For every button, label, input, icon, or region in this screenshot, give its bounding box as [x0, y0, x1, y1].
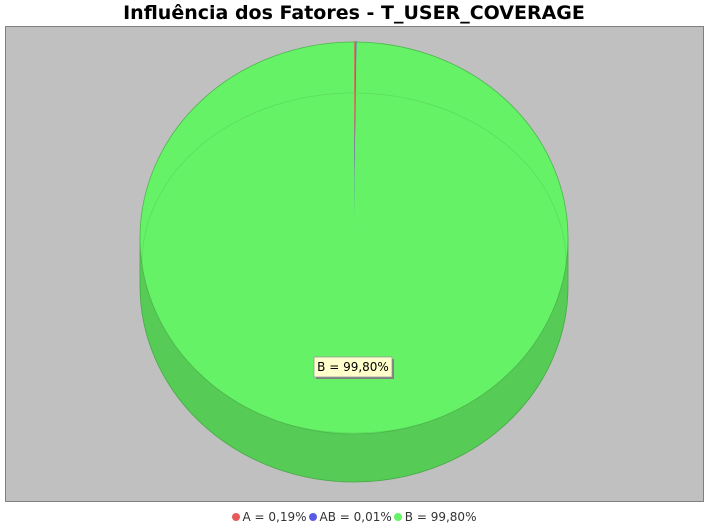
legend-label-b: B = 99,80%	[404, 510, 477, 524]
legend-dot-ab	[308, 513, 317, 521]
legend-item-b: B = 99,80%	[393, 509, 477, 525]
pie-group	[139, 41, 569, 483]
legend-label-ab: AB = 0,01%	[319, 510, 392, 524]
legend-dot-b	[393, 513, 402, 521]
legend-dot-a	[231, 513, 240, 521]
legend-label-a: A = 0,19%	[242, 510, 307, 524]
data-label-b: B = 99,80%	[317, 360, 389, 374]
data-label-box	[313, 356, 393, 378]
chart-title: Influência dos Fatores - T_USER_COVERAGE	[123, 2, 585, 24]
legend: A = 0,19% AB = 0,01% B = 99,80%	[0, 509, 708, 525]
data-label-group: B = 99,80%	[313, 356, 394, 379]
legend-item-a: A = 0,19%	[231, 509, 307, 525]
legend-item-ab: AB = 0,01%	[308, 509, 392, 525]
pie-outline	[139, 41, 569, 435]
